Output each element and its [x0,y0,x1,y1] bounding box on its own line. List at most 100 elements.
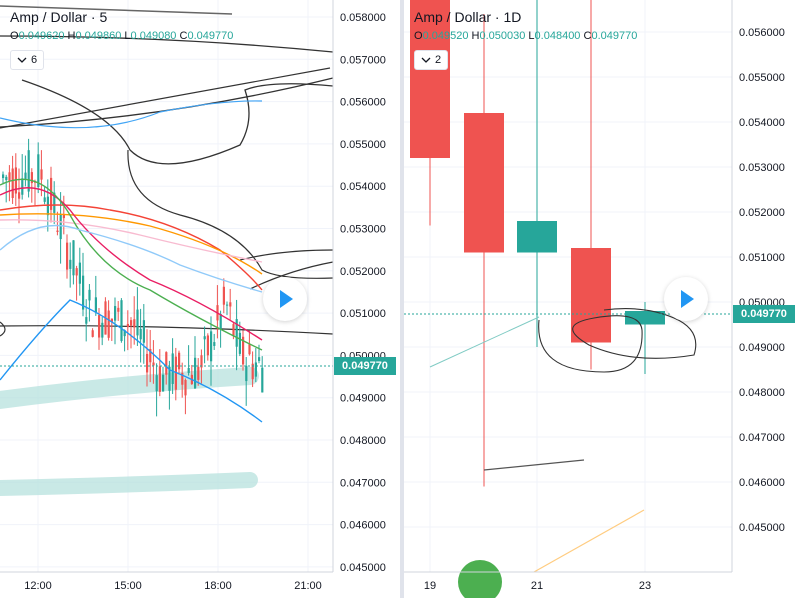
last-price-tag: 0.049770 [733,305,795,323]
candle-body [2,174,5,179]
candle-body [91,330,94,337]
moving-average-line [0,187,263,341]
y-tick-label: 0.049000 [340,393,386,405]
trend-drawing [538,308,697,373]
candle-body [155,375,158,392]
candle-body [261,367,264,393]
y-tick-label: 0.045000 [340,562,386,574]
play-replay-button[interactable] [263,277,307,321]
high-value: 0.049860 [75,30,122,42]
candle-body [72,240,75,276]
trend-drawing [127,149,334,279]
y-tick-label: 0.047000 [340,477,386,489]
candle-body [222,286,225,305]
highlight-band [0,472,258,496]
candle-body [117,307,120,312]
y-tick-label: 0.056000 [340,97,386,109]
candle-body [8,172,11,182]
indicators-count: 2 [435,54,442,66]
trend-drawing [0,77,334,128]
x-tick-label: 21:00 [294,580,322,592]
moving-averages [0,178,263,423]
low-label: L [528,30,535,42]
price-axis[interactable] [333,0,400,598]
candle-body [136,309,139,336]
candles [410,0,665,487]
candle-body [245,365,248,382]
candle-body [162,374,165,392]
price-axis[interactable] [732,0,800,598]
moving-average-line [0,299,263,423]
symbol-title[interactable]: Amp / Dollar · 5 [10,9,108,25]
candle-body [18,192,21,199]
candle-body [235,319,238,347]
trend-drawing [0,67,331,129]
trend-drawing [0,100,263,129]
y-tick-label: 0.056000 [739,27,785,39]
candle-body [142,320,145,343]
low-value: 0.048400 [534,30,581,42]
candle-body [238,332,241,354]
open-value: 0.049520 [422,30,469,42]
highlight-band [0,367,259,409]
candle-body [242,336,245,365]
candle-body [181,372,184,385]
moving-average-line [0,178,263,351]
chart-legend: Amp / Dollar · 1D O0.049520 H0.050030 L0… [414,9,637,42]
candle-body [146,353,149,373]
indicators-count: 6 [31,54,38,66]
candle-body [78,262,81,284]
drawings [429,308,697,598]
x-tick-label: 21 [531,580,543,592]
close-label: C [179,30,188,42]
candle-body [126,323,129,328]
chart-panel-5m[interactable]: 0.058000 0.057000 0.056000 0.055000 0.054000… [0,0,400,598]
trend-drawing [429,316,540,368]
y-tick-label: 0.045000 [739,522,785,534]
x-tick-label: 19 [424,580,436,592]
candle-body [46,196,49,216]
candle-body [30,172,33,184]
candle-body [37,154,40,188]
high-label: H [471,30,480,42]
candle-body [149,349,152,363]
candle-body [464,113,504,253]
candle-body [82,275,85,310]
close-value: 0.049770 [591,30,638,42]
candle-body [66,242,69,270]
candle-body [94,297,97,313]
low-value: 0.049080 [130,30,177,42]
indicators-toggle-button[interactable]: 2 [414,50,449,70]
moving-average-line [0,219,263,263]
symbol-title[interactable]: Amp / Dollar · 1D [414,9,522,25]
candle-body [59,213,62,240]
candle-body [14,167,17,194]
ohlc-readout: O0.049620 H0.049860 L0.049080 C0.049770 [10,30,233,42]
drawings [0,5,334,496]
y-tick-label: 0.055000 [340,139,386,151]
trend-drawing [0,325,334,335]
panel-divider[interactable] [400,0,404,598]
chart-canvas-5m[interactable]: 0.058000 0.057000 0.056000 0.055000 0.054000… [0,0,400,598]
moving-average-line [0,204,263,291]
candle-body [133,319,136,328]
candle-body [171,353,174,384]
high-label: H [67,30,76,42]
x-tick-label: 12:00 [24,580,52,592]
low-label: L [124,30,131,42]
candle-body [114,306,117,321]
close-label: C [583,30,592,42]
play-replay-button[interactable] [664,277,708,321]
chart-canvas-1d[interactable]: 0.056000 0.055000 0.054000 0.053000 0.052000… [404,0,800,598]
candle-body [5,176,8,181]
candle-body [120,300,123,341]
indicators-toggle-button[interactable]: 6 [10,50,45,70]
trend-drawing [0,321,6,337]
candle-body [27,150,30,192]
chart-panel-1d[interactable]: 0.056000 0.055000 0.054000 0.053000 0.052000… [404,0,800,598]
y-tick-label: 0.052000 [739,207,785,219]
x-tick-label: 18:00 [204,580,232,592]
candle-body [110,318,113,322]
close-value: 0.049770 [187,30,234,42]
y-tick-label: 0.046000 [739,477,785,489]
